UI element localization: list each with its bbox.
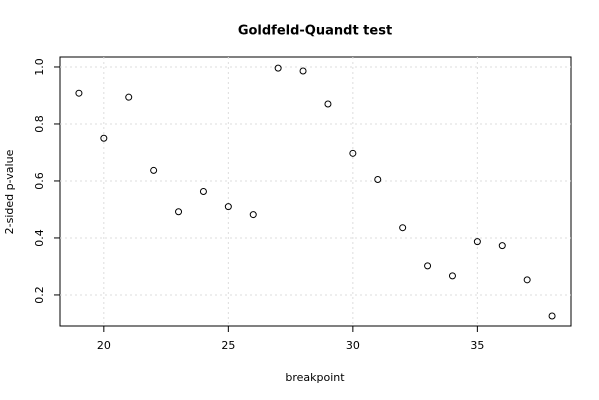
y-axis-label: 2-sided p-value	[3, 149, 16, 234]
x-tick-label: 30	[346, 339, 360, 352]
chart-title: Goldfeld-Quandt test	[238, 24, 392, 39]
y-tick-label: 0.8	[33, 115, 46, 133]
y-tick-label: 0.2	[33, 286, 46, 304]
point	[75, 89, 83, 97]
point	[324, 100, 332, 108]
point	[448, 272, 456, 280]
x-tick-label: 35	[470, 339, 484, 352]
point	[424, 262, 432, 270]
x-tick-label: 20	[97, 339, 111, 352]
plot-frame	[59, 56, 572, 327]
point	[224, 203, 232, 211]
point	[100, 134, 108, 142]
point	[274, 64, 282, 72]
point	[125, 93, 133, 101]
point	[299, 67, 307, 75]
point	[548, 312, 556, 320]
point	[199, 188, 207, 195]
point	[473, 238, 481, 246]
point	[175, 208, 183, 216]
point	[249, 211, 257, 219]
point	[498, 242, 506, 250]
point	[374, 176, 382, 184]
y-tick-label: 0.6	[33, 172, 46, 190]
point	[523, 276, 531, 284]
x-tick-label: 25	[221, 339, 235, 352]
y-tick-label: 0.4	[33, 229, 46, 247]
point	[349, 149, 357, 157]
point	[150, 166, 158, 174]
point	[399, 224, 407, 232]
y-tick-label: 1.0	[33, 58, 46, 76]
x-axis-label: breakpoint	[285, 371, 345, 384]
